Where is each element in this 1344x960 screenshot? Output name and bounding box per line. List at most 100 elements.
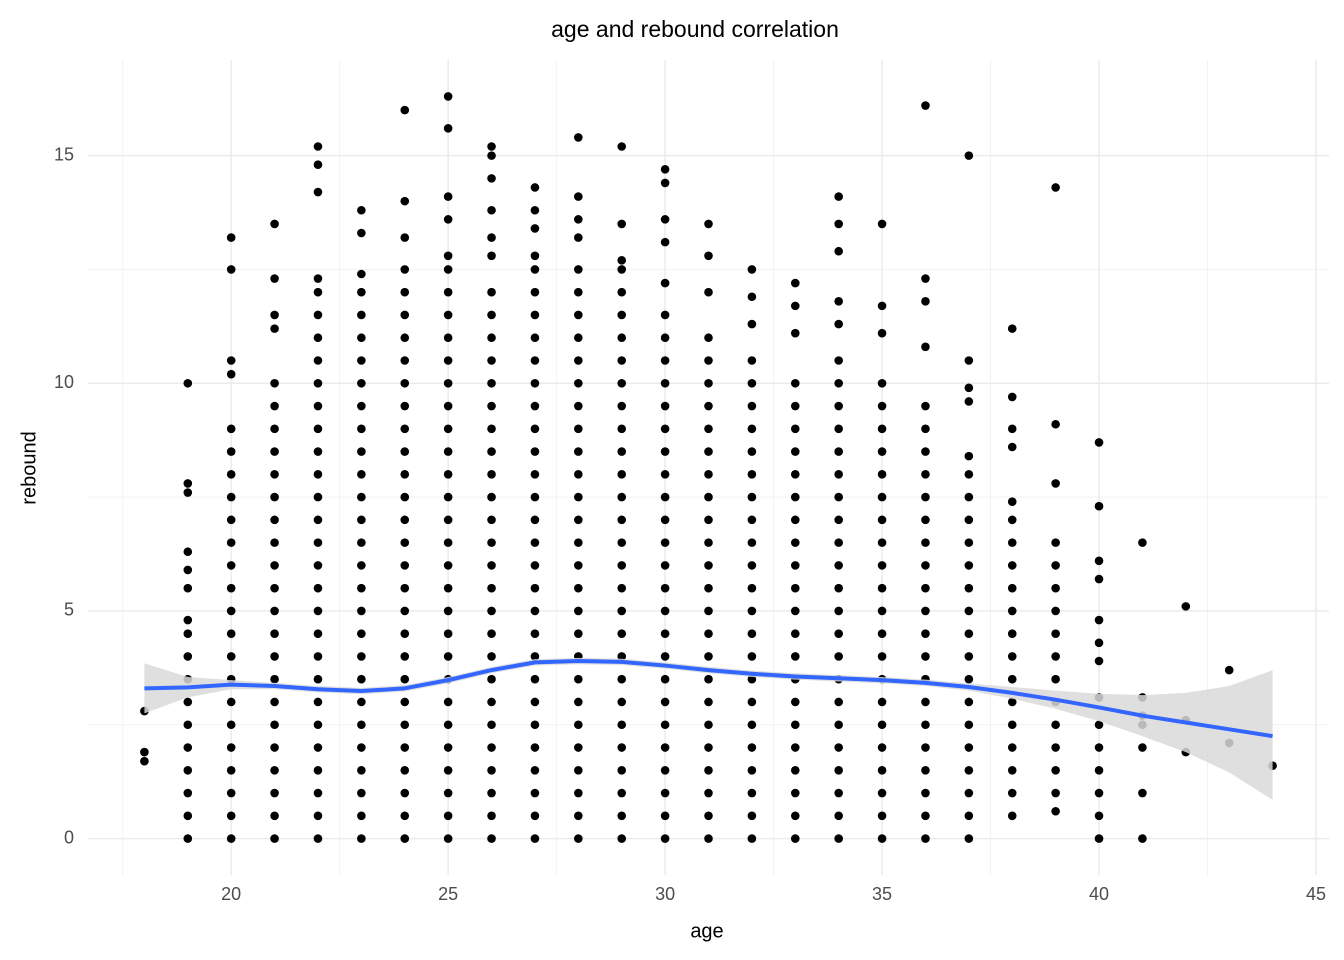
point (704, 219, 713, 229)
point (617, 219, 627, 229)
point (964, 674, 974, 684)
point (487, 674, 496, 684)
point (574, 629, 583, 638)
point (921, 342, 930, 352)
point (877, 652, 887, 661)
point (747, 834, 757, 843)
point (790, 697, 800, 707)
point (1051, 479, 1060, 488)
point (400, 310, 410, 320)
point (834, 788, 843, 798)
point (487, 205, 496, 215)
point (574, 133, 583, 142)
point (877, 583, 887, 593)
y-axis-label: rebound (18, 431, 40, 504)
point (313, 561, 323, 570)
point (617, 743, 627, 752)
point (226, 356, 236, 365)
point (617, 265, 627, 274)
point (574, 697, 583, 707)
point (617, 720, 627, 730)
point (834, 811, 843, 821)
point (357, 538, 366, 547)
point (617, 834, 627, 843)
point (1051, 419, 1060, 429)
point (400, 652, 410, 661)
point (226, 265, 236, 274)
point (704, 811, 713, 821)
point (313, 788, 323, 798)
point (183, 565, 193, 575)
point (704, 401, 713, 411)
point (487, 447, 496, 456)
point (921, 424, 930, 434)
point (834, 470, 843, 479)
point (877, 743, 887, 752)
point (1224, 665, 1234, 675)
point (660, 811, 670, 821)
point (877, 561, 887, 570)
point (790, 743, 800, 752)
point (400, 196, 410, 206)
point (443, 765, 453, 775)
point (357, 697, 366, 707)
point (400, 356, 410, 365)
point (400, 788, 410, 798)
point (747, 292, 757, 302)
point (964, 356, 974, 365)
point (617, 606, 627, 616)
point (617, 492, 627, 502)
point (183, 720, 193, 730)
point (964, 538, 974, 547)
point (747, 515, 757, 525)
point (834, 319, 843, 329)
point (790, 424, 800, 434)
point (1007, 583, 1017, 593)
point (443, 310, 453, 320)
point (443, 123, 453, 133)
point (270, 743, 279, 752)
point (704, 333, 713, 343)
point (183, 765, 193, 775)
point (704, 674, 713, 684)
point (574, 447, 583, 456)
point (530, 674, 540, 684)
point (790, 788, 800, 798)
point (1007, 497, 1017, 506)
point (357, 470, 366, 479)
point (877, 219, 887, 229)
point (877, 834, 887, 843)
point (574, 215, 583, 224)
point (530, 401, 540, 411)
point (400, 538, 410, 547)
point (487, 492, 496, 502)
point (487, 697, 496, 707)
point (704, 538, 713, 547)
point (790, 538, 800, 547)
point (704, 515, 713, 525)
point (357, 583, 366, 593)
point (574, 561, 583, 570)
point (1007, 424, 1017, 434)
point (660, 424, 670, 434)
point (357, 492, 366, 502)
point (226, 424, 236, 434)
point (617, 470, 627, 479)
point (443, 470, 453, 479)
point (790, 629, 800, 638)
point (574, 470, 583, 479)
point (964, 470, 974, 479)
point (704, 378, 713, 388)
point (357, 447, 366, 456)
point (747, 652, 757, 661)
point (1138, 538, 1147, 547)
point (443, 215, 453, 224)
point (400, 378, 410, 388)
point (964, 397, 974, 406)
point (1051, 583, 1060, 593)
point (313, 356, 323, 365)
point (1051, 606, 1060, 616)
point (1051, 561, 1060, 570)
point (400, 561, 410, 570)
point (400, 811, 410, 821)
